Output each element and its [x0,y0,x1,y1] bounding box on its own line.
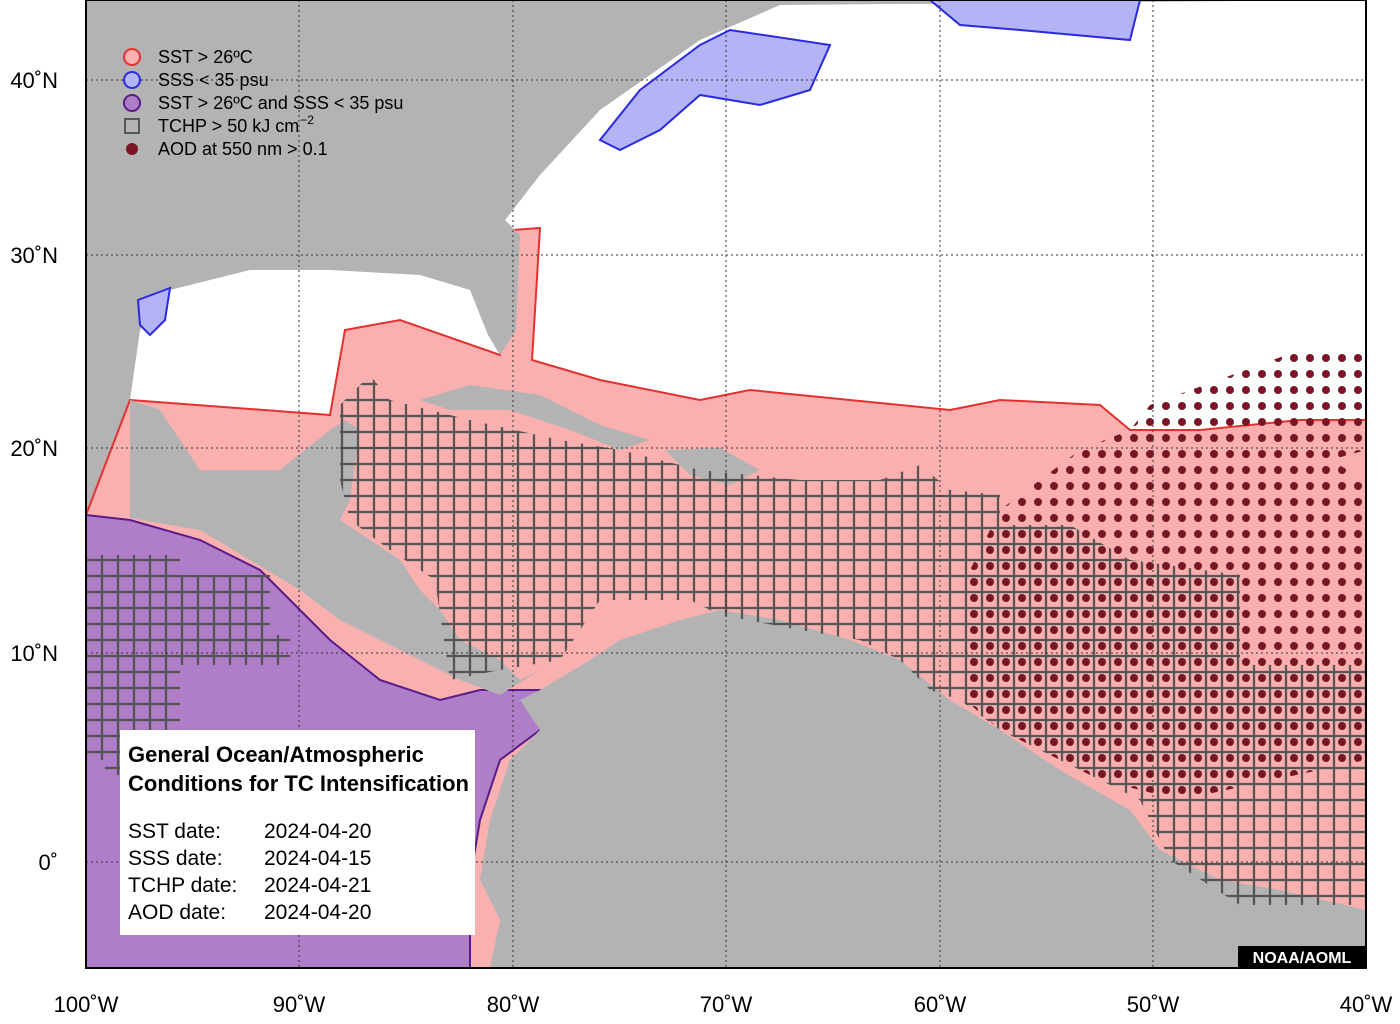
aod-high [965,350,1366,800]
credit: NOAA/AOML [1253,950,1352,967]
legend-label: SST > 26ºC and SSS < 35 psu [158,93,403,113]
info: General Ocean/Atmospheric Conditions for … [128,742,469,924]
date-value: 2024-04-21 [264,874,371,897]
x-label: 80˚W [487,992,540,1017]
legend-label: TCHP > 50 kJ cm [158,116,299,136]
date-label: SSS date: [128,847,223,870]
legend-marker [123,71,141,89]
y-label: 0˚ [38,850,58,875]
info-box [120,730,475,935]
sss-low-gulf [136,286,172,337]
y-label: 30˚N [10,243,58,268]
x-label: 40˚W [1340,992,1393,1017]
info-title: General Ocean/Atmospheric [128,742,424,767]
date-value: 2024-04-20 [264,820,371,843]
x-label: 90˚W [273,992,326,1017]
date-label: AOD date: [128,901,226,924]
date-value: 2024-04-15 [264,847,371,870]
y-label: 10˚N [10,641,58,666]
x-label: 60˚W [914,992,967,1017]
y-label: 20˚N [10,436,58,461]
date-value: 2024-04-20 [264,901,371,924]
x-label: 100˚W [54,992,119,1017]
x-label: 70˚W [700,992,753,1017]
legend-marker [124,118,140,134]
tchp-high-pacific [86,555,290,775]
sss-low-north [598,28,832,152]
legend-label: SST > 26ºC [158,47,253,67]
x-label: 50˚W [1127,992,1180,1017]
axes: 100˚W 90˚W 80˚W 70˚W 60˚W 50˚W 40˚W 40˚N 30˚N 20˚… [10,68,1392,1017]
info-title: Conditions for TC Intensification [128,771,469,796]
cuba [420,385,650,450]
florida [470,220,520,355]
date-label: SST date: [128,820,221,843]
legend: SST > 26ºC SSS < 35 psu SST > 26ºC and SSS… [123,47,403,159]
frame [85,0,1367,969]
legend-label: AOD at 550 nm > 0.1 [158,139,328,159]
date-label: TCHP date: [128,874,237,897]
graticule [86,0,1366,968]
legend-marker [123,94,141,112]
legend-sup: −2 [300,113,314,127]
sss-low-north2 [928,0,1142,42]
south-america [480,610,1366,968]
y-label: 40˚N [10,68,58,93]
legend-label: SSS < 35 psu [158,70,269,90]
legend-marker [123,48,141,66]
credit-box [1238,946,1366,968]
central-america [130,400,540,695]
legend-marker [126,143,138,155]
